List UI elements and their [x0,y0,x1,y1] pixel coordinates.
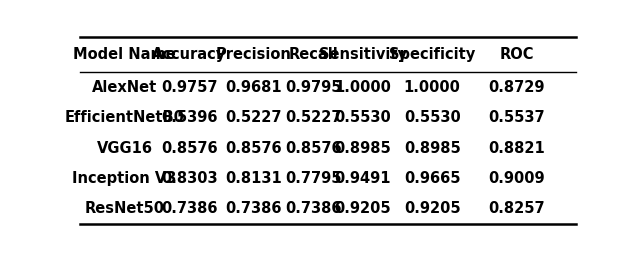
Text: 0.9491: 0.9491 [335,171,391,186]
Text: Recall: Recall [288,47,338,62]
Text: 0.5530: 0.5530 [334,110,391,125]
Text: 0.9681: 0.9681 [225,80,282,95]
Text: 0.7386: 0.7386 [285,201,341,216]
Text: 0.7386: 0.7386 [161,201,218,216]
Text: AlexNet: AlexNet [92,80,157,95]
Text: EfficientNetB0: EfficientNetB0 [65,110,184,125]
Text: Model Name: Model Name [73,47,176,62]
Text: 0.5396: 0.5396 [161,110,218,125]
Text: 0.9009: 0.9009 [488,171,545,186]
Text: VGG16: VGG16 [97,141,152,155]
Text: 0.9795: 0.9795 [285,80,341,95]
Text: 0.8131: 0.8131 [225,171,282,186]
Text: Precision: Precision [216,47,292,62]
Text: 0.8985: 0.8985 [334,141,391,155]
Text: 0.5227: 0.5227 [225,110,282,125]
Text: 0.7386: 0.7386 [225,201,282,216]
Text: 0.7795: 0.7795 [285,171,341,186]
Text: 0.8729: 0.8729 [488,80,545,95]
Text: 0.5530: 0.5530 [404,110,461,125]
Text: 0.8576: 0.8576 [285,141,341,155]
Text: 0.5537: 0.5537 [488,110,545,125]
Text: 0.5227: 0.5227 [285,110,341,125]
Text: Inception V3: Inception V3 [72,171,177,186]
Text: 1.0000: 1.0000 [404,80,461,95]
Text: Specificity: Specificity [389,47,476,62]
Text: ResNet50: ResNet50 [84,201,164,216]
Text: 0.9205: 0.9205 [404,201,460,216]
Text: 0.9665: 0.9665 [404,171,460,186]
Text: 0.8576: 0.8576 [225,141,282,155]
Text: 0.8257: 0.8257 [488,201,545,216]
Text: Sensitivity: Sensitivity [319,47,407,62]
Text: ROC: ROC [499,47,534,62]
Text: 0.8985: 0.8985 [404,141,461,155]
Text: 0.9757: 0.9757 [161,80,218,95]
Text: 0.9205: 0.9205 [335,201,391,216]
Text: 1.0000: 1.0000 [334,80,391,95]
Text: Accuracy: Accuracy [152,47,227,62]
Text: 0.8303: 0.8303 [161,171,218,186]
Text: 0.8576: 0.8576 [161,141,218,155]
Text: 0.8821: 0.8821 [488,141,545,155]
